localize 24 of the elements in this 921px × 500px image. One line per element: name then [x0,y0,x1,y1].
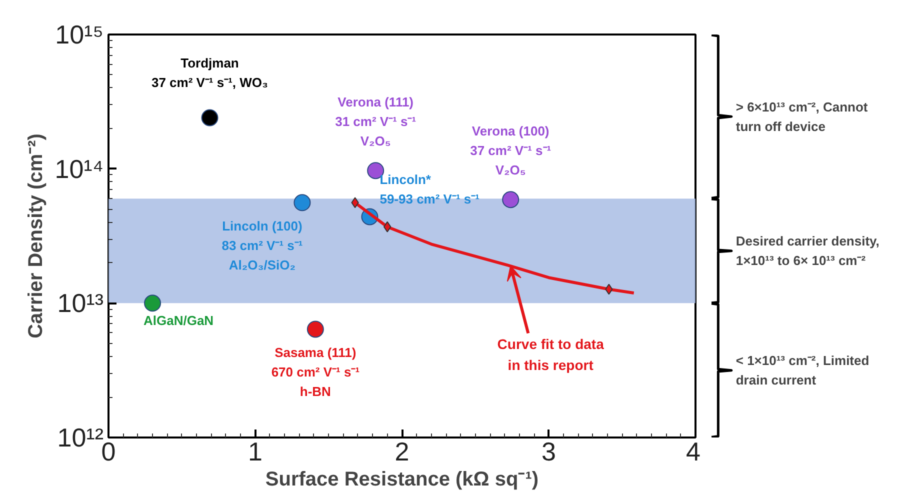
series-label: AlGaN/GaN [143,313,214,328]
y-tick-label: 10¹⁴ [54,154,104,184]
x-tick-label: 3 [542,436,556,466]
text: Desired carrier density, 1×10¹³ to 6× 10¹³ cm⁻² [736,234,880,268]
text: > 6×10¹³ cm⁻², Cannot turn off device [736,99,868,134]
point [306,320,324,338]
x-tick-label: 2 [394,436,410,466]
text: Verona (111) 31 cm² V⁻¹ s⁻¹ V₂O₅ [335,94,416,149]
text: Sasama (111) 670 cm² V⁻¹ s⁻¹ h-BN [271,345,360,400]
text: Tordjman 37 cm² V⁻¹ s⁻¹, WO₃ [151,55,268,90]
y-tick-label: 10¹³ [57,288,104,318]
x-tick-label: 4 [686,436,701,466]
annotation: Curve fit to data in this report [497,336,604,373]
point [201,109,218,126]
series-label: Lincoln (100) 83 cm² V⁻¹ s⁻¹ Al₂O₃/SiO₂ [222,218,303,273]
point [383,221,392,232]
point [294,194,311,212]
x-axis-title: Surface Resistance (kΩ sq⁻¹) [265,468,539,490]
point [502,191,520,208]
x-tick-label: 1 [248,436,262,466]
y-tick-label: 10¹⁵ [55,20,104,50]
y-axis-title: Carrier Density (cm⁻²) [24,134,47,338]
point [144,294,162,312]
text: < 1×10¹³ cm⁻², Limited drain current [736,353,870,388]
